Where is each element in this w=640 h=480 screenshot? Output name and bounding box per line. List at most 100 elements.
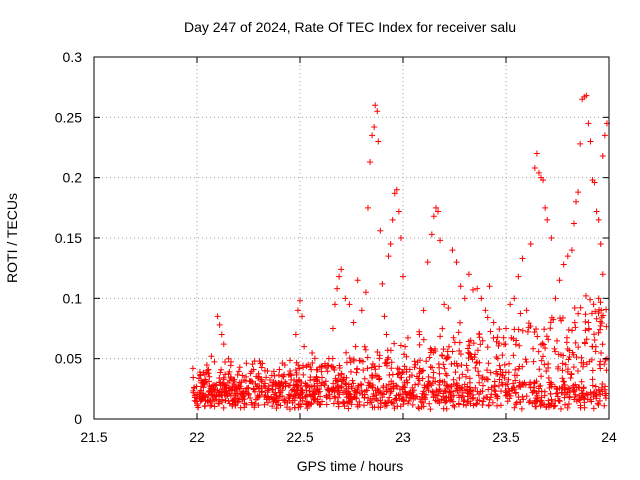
data-markers	[189, 92, 610, 413]
data-point-dense	[589, 367, 596, 374]
data-point	[362, 289, 369, 296]
data-point-dense	[409, 401, 416, 408]
data-point-dense	[601, 361, 608, 368]
data-point-dense	[226, 377, 233, 384]
data-point-dense	[338, 371, 345, 378]
data-point-dense	[388, 399, 395, 406]
data-point-dense	[416, 405, 423, 412]
data-point-dense	[293, 392, 300, 399]
data-point-dense	[369, 374, 376, 381]
data-point-dense	[362, 346, 369, 353]
data-point-dense	[515, 365, 522, 372]
data-point-dense	[540, 353, 547, 360]
data-point-dense	[354, 385, 361, 392]
data-point-dense	[318, 368, 325, 375]
data-point-dense	[470, 340, 477, 347]
data-point-dense	[455, 401, 462, 408]
data-point-dense	[271, 372, 278, 379]
data-point-dense	[435, 388, 442, 395]
data-point-dense	[572, 339, 579, 346]
data-point-dense	[574, 367, 581, 374]
data-point-dense	[475, 368, 482, 375]
data-point-dense	[221, 381, 228, 388]
y-tick-label: 0.05	[55, 351, 82, 367]
grid-lines	[94, 57, 609, 419]
data-point-dense	[319, 398, 326, 405]
data-point-dense	[532, 403, 539, 410]
data-point-dense	[306, 384, 313, 391]
data-point-dense	[346, 355, 353, 362]
data-point	[346, 301, 353, 308]
data-point	[371, 123, 378, 130]
data-point-dense	[406, 366, 413, 373]
data-point-dense	[514, 372, 521, 379]
data-point-dense	[232, 384, 239, 391]
data-point-dense	[470, 402, 477, 409]
data-point-dense	[462, 373, 469, 380]
data-point-dense	[493, 393, 500, 400]
data-point-dense	[450, 334, 457, 341]
data-point-dense	[385, 381, 392, 388]
data-point-dense	[504, 398, 511, 405]
data-point	[383, 331, 390, 338]
data-point	[474, 285, 481, 292]
data-point-dense	[587, 389, 594, 396]
data-point-dense	[325, 385, 332, 392]
data-point-dense	[391, 340, 398, 347]
data-point-dense	[474, 347, 481, 354]
data-point-dense	[218, 391, 225, 398]
data-point-dense	[502, 341, 509, 348]
data-point-dense	[358, 382, 365, 389]
data-point-dense	[519, 327, 526, 334]
data-point-dense	[499, 381, 506, 388]
data-point-dense	[364, 365, 371, 372]
data-point	[214, 313, 221, 320]
data-point-dense	[591, 331, 598, 338]
data-point-dense	[595, 401, 602, 408]
data-point-dense	[442, 370, 449, 377]
data-point-dense	[563, 339, 570, 346]
data-point-dense	[243, 360, 250, 367]
data-point	[490, 319, 497, 326]
data-point-dense	[329, 355, 336, 362]
data-point-dense	[309, 360, 316, 367]
data-point-dense	[251, 404, 258, 411]
data-point-dense	[552, 348, 559, 355]
data-point-dense	[436, 370, 443, 377]
data-point-dense	[547, 319, 554, 326]
data-point-dense	[334, 382, 341, 389]
data-point-dense	[383, 386, 390, 393]
data-point-dense	[512, 341, 519, 348]
data-point-dense	[476, 330, 483, 337]
data-point-dense	[479, 382, 486, 389]
data-point-dense	[562, 401, 569, 408]
data-point-dense	[588, 356, 595, 363]
data-point-dense	[527, 384, 534, 391]
data-point-dense	[190, 374, 197, 381]
data-point-dense	[489, 399, 496, 406]
data-point-dense	[388, 378, 395, 385]
data-point	[515, 273, 522, 280]
data-point-dense	[560, 352, 567, 359]
data-point-dense	[583, 336, 590, 343]
data-point-dense	[491, 383, 498, 390]
data-point-dense	[511, 404, 518, 411]
data-point-dense	[456, 339, 463, 346]
data-point-dense	[447, 389, 454, 396]
data-point-dense	[577, 304, 584, 311]
data-point-dense	[205, 370, 212, 377]
data-point-dense	[505, 376, 512, 383]
data-point-dense	[412, 381, 419, 388]
data-point-dense	[559, 367, 566, 374]
data-point	[379, 280, 386, 287]
data-point-dense	[542, 345, 549, 352]
data-point-dense	[264, 399, 271, 406]
data-point-dense	[522, 381, 529, 388]
data-point-dense	[387, 347, 394, 354]
data-point-dense	[443, 382, 450, 389]
data-point-dense	[222, 397, 229, 404]
data-point-dense	[459, 392, 466, 399]
data-point-dense	[345, 398, 352, 405]
data-point-dense	[597, 365, 604, 372]
data-point-dense	[353, 389, 360, 396]
